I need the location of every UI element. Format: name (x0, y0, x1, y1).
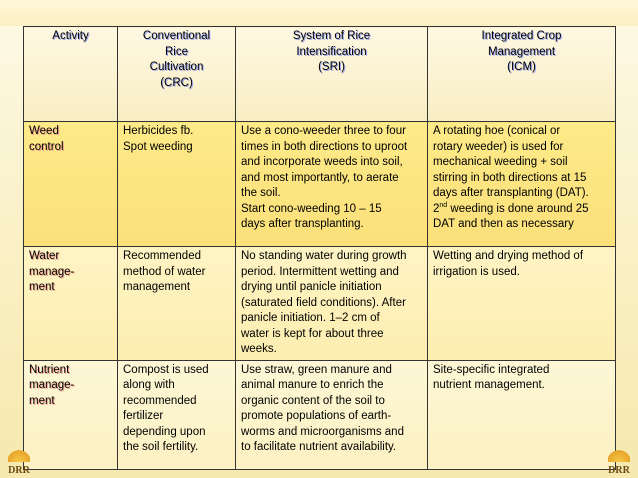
top-band (0, 0, 638, 26)
activity-cell: Weed control (23, 121, 118, 247)
crc-cell: Recommended method of water management (117, 246, 236, 361)
comparison-table: Activity Conventional Rice Cultivation (CR… (23, 26, 616, 470)
crc-cell: Herbicides fb. Spot weeding (117, 121, 236, 247)
icm-cell: A rotating hoe (conical or rotary weeder)… (427, 121, 616, 247)
sri-cell: No standing water during growth period. I… (235, 246, 428, 361)
icm-cell: Wetting and drying method of irrigation i… (427, 246, 616, 361)
sun-icon (8, 446, 30, 462)
drr-logo-right: DRR (602, 446, 636, 476)
header-sri: System of Rice Intensification (SRI) (235, 26, 428, 122)
sri-cell: Use a cono-weeder three to four times in … (235, 121, 428, 247)
table-row-water-management: Water manage- ment Recommended method of w… (23, 246, 616, 361)
table-row-nutrient-management: Nutrient manage- ment Compost is used alon… (23, 359, 616, 470)
header-activity: Activity (23, 26, 118, 122)
crc-cell: Compost is used along with recommended fer… (117, 359, 236, 470)
drr-logo-left: DRR (2, 446, 36, 476)
header-row: Activity Conventional Rice Cultivation (CR… (23, 26, 616, 122)
table-row-weed-control: Weed control Herbicides fb. Spot weeding U… (23, 121, 616, 247)
sri-cell: Use straw, green manure and animal manure… (235, 359, 428, 470)
activity-cell: Nutrient manage- ment (23, 359, 118, 470)
activity-cell: Water manage- ment (23, 246, 118, 361)
sun-icon (608, 446, 630, 462)
icm-cell: Site-specific integrated nutrient managem… (427, 359, 616, 470)
header-crc: Conventional Rice Cultivation (CRC) (117, 26, 236, 122)
header-icm: Integrated Crop Management (ICM) (427, 26, 616, 122)
